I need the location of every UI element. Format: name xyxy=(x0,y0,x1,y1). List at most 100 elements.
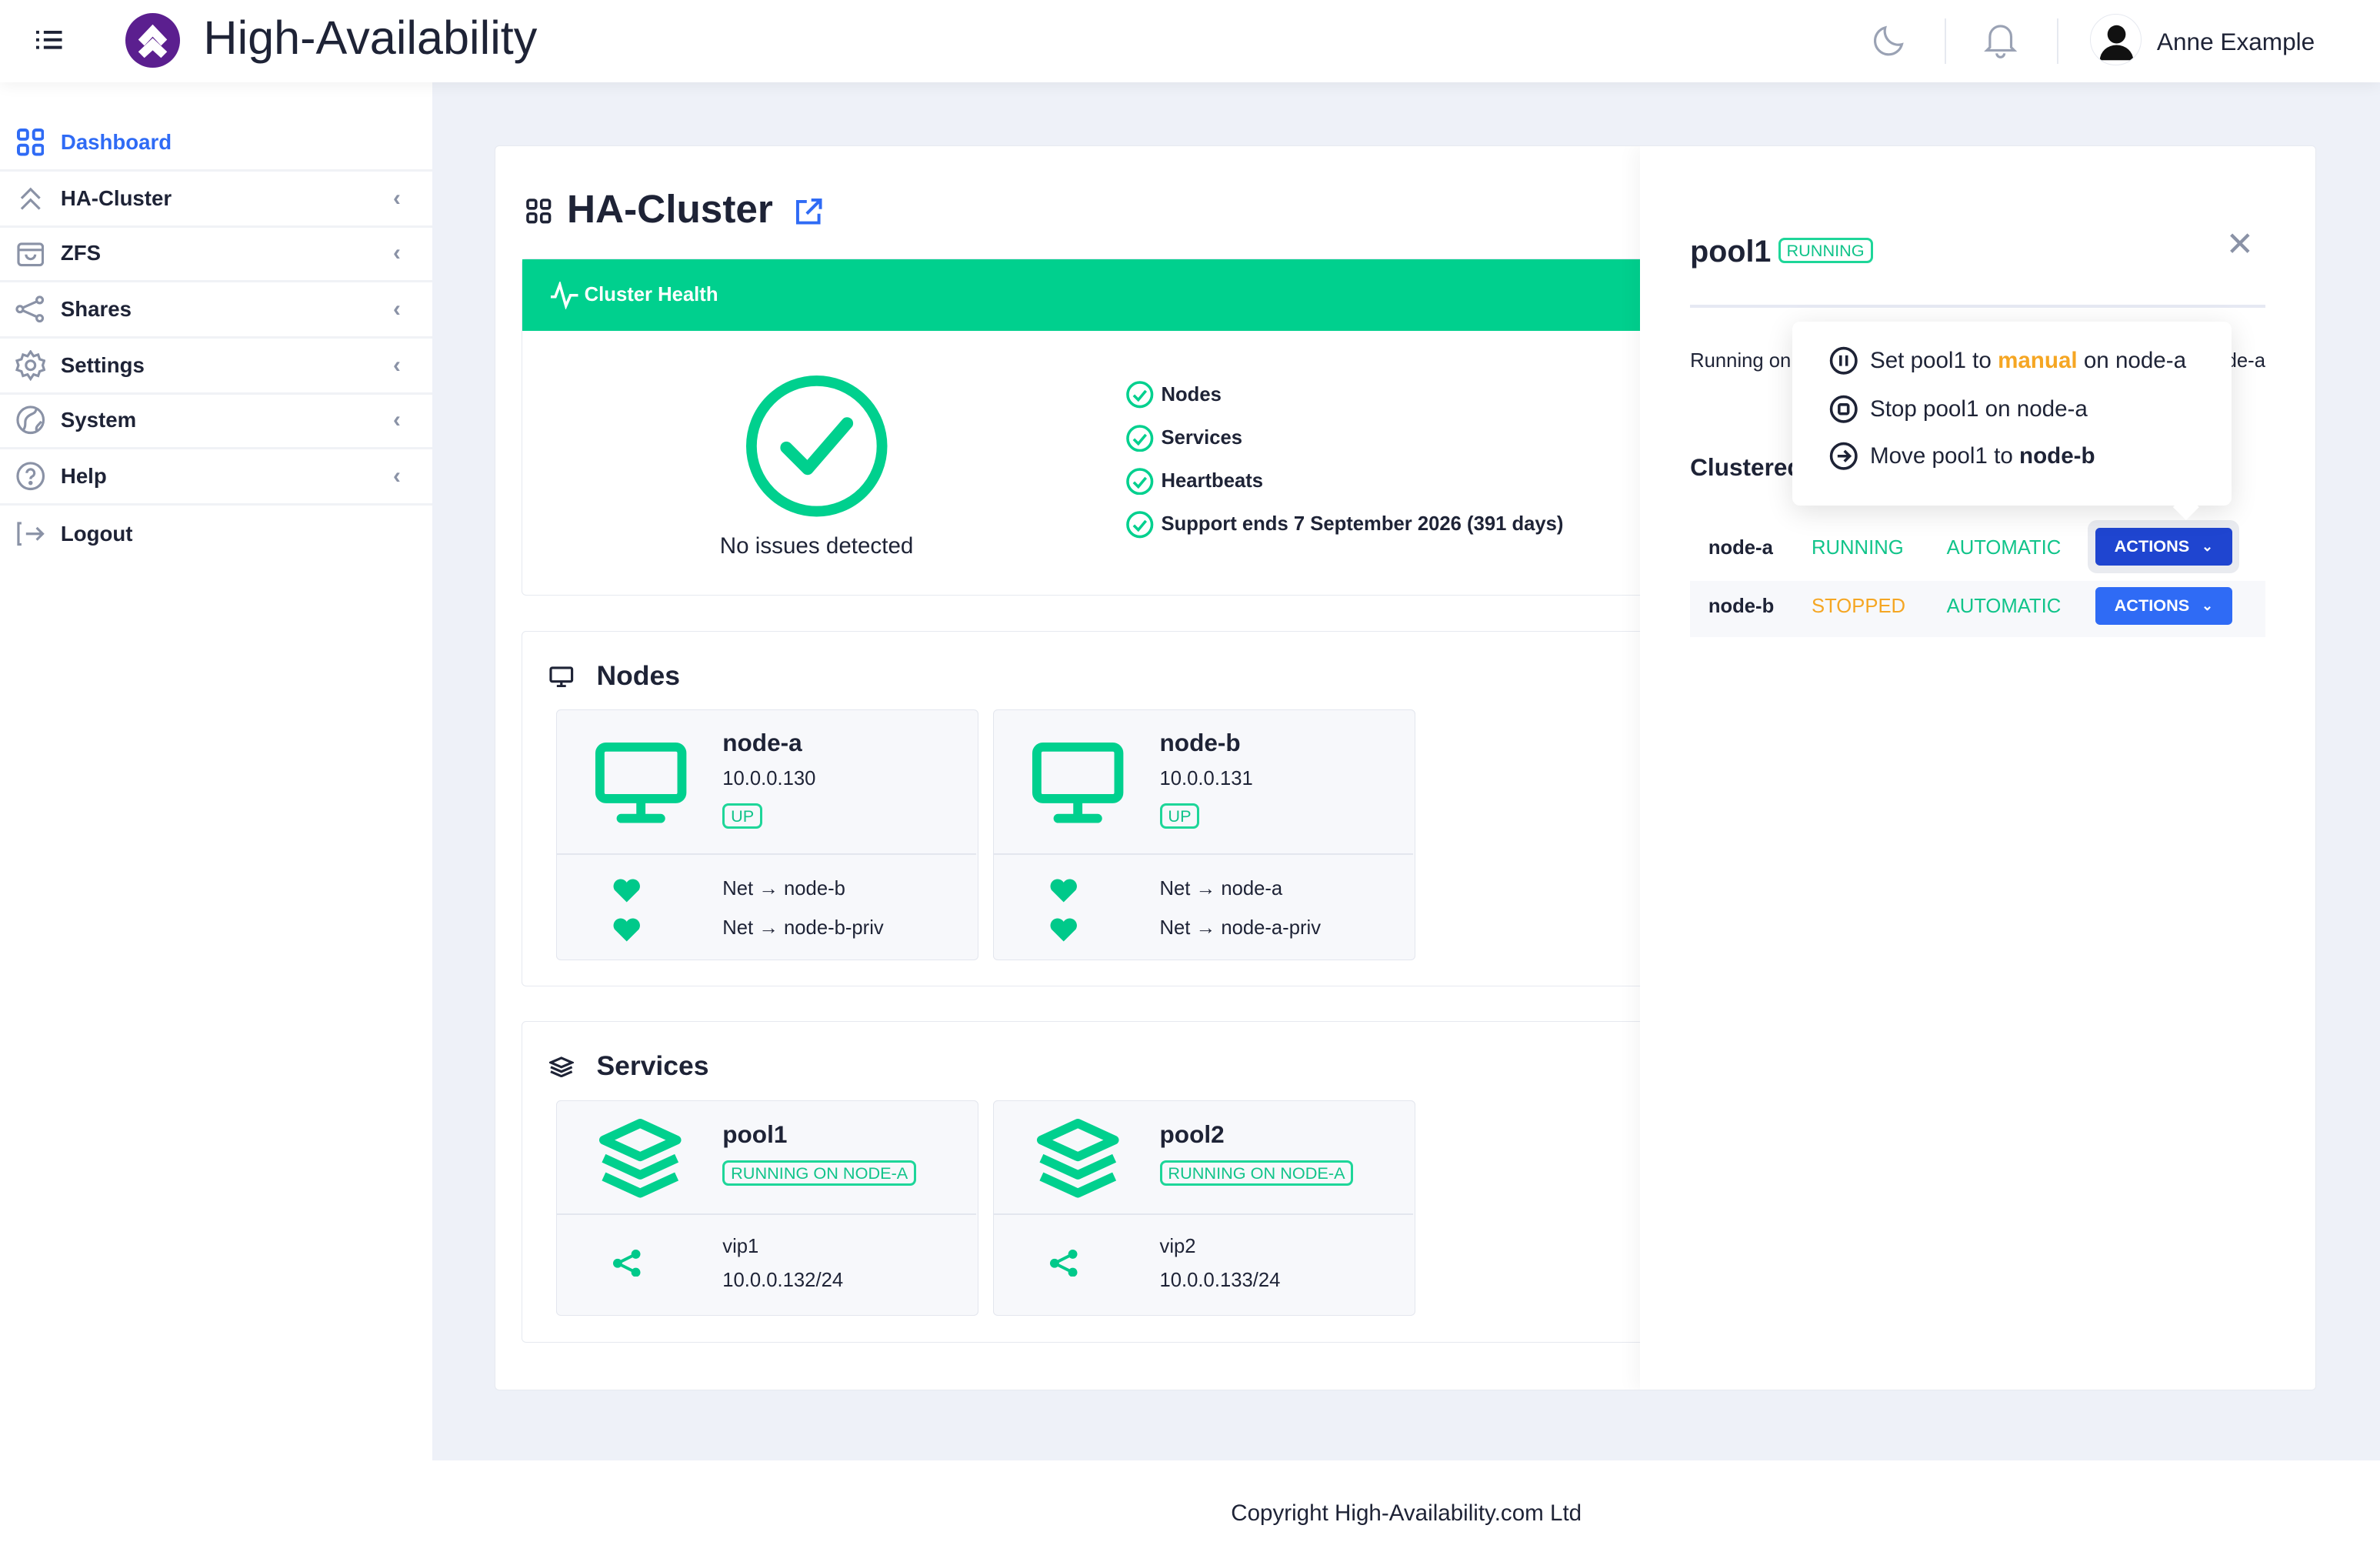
bag-icon xyxy=(15,238,45,268)
health-status-text: No issues detected xyxy=(719,532,914,559)
node-state-badge: UP xyxy=(722,803,763,829)
menu-item-set-manual[interactable]: Set pool1 to manual on node-a xyxy=(1829,346,2186,375)
row-mode: AUTOMATIC xyxy=(1946,596,2062,618)
chevron-left-icon: ‹ xyxy=(393,462,401,489)
node-card[interactable]: node-b 10.0.0.131 UP Net → node-a Net → n… xyxy=(993,709,1415,961)
footer: Copyright High-Availability.com Ltd xyxy=(432,1460,2380,1562)
gear-icon xyxy=(15,350,46,381)
monitor-icon xyxy=(594,741,688,832)
service-name: pool1 xyxy=(722,1120,788,1149)
sidebar-item-label: Dashboard xyxy=(60,129,172,154)
dark-mode-moon-icon[interactable] xyxy=(1872,22,1908,64)
share-icon xyxy=(15,294,45,324)
chevron-left-icon: ‹ xyxy=(393,239,401,265)
stop-circle-icon xyxy=(1829,395,1858,423)
brand-logo[interactable] xyxy=(125,12,181,75)
nodes-title: Nodes xyxy=(596,660,680,692)
menu-item-move[interactable]: Move pool1 to node-b xyxy=(1829,442,2095,470)
health-check-item: Support ends 7 September 2026 (391 days) xyxy=(1126,511,1563,539)
health-check-item: Heartbeats xyxy=(1126,467,1263,496)
divider xyxy=(2056,18,2058,64)
row-node: node-a xyxy=(1708,536,1773,559)
heartbeat-heart-icon xyxy=(1048,876,1078,910)
clustered-heading: Clustered xyxy=(1690,453,1802,481)
external-link-icon[interactable] xyxy=(795,197,823,232)
success-check-icon xyxy=(745,375,888,523)
sidebar-item-help[interactable]: Help ‹ xyxy=(0,449,433,506)
sidebar-item-label: Help xyxy=(60,464,107,489)
sidebar-item-settings[interactable]: Settings ‹ xyxy=(0,339,433,396)
copyright: Copyright High-Availability.com Ltd xyxy=(1231,1500,1582,1526)
sidebar-item-shares[interactable]: Shares ‹ xyxy=(0,282,433,339)
menu-item-stop[interactable]: Stop pool1 on node-a xyxy=(1829,395,2088,423)
layers-icon xyxy=(1035,1117,1120,1206)
menu-text: Stop pool1 on node-a xyxy=(1869,396,2088,422)
running-on-text: Running on xyxy=(1690,349,1792,372)
menu-text: on node-a xyxy=(2083,347,2187,373)
service-state-badge: RUNNING ON NODE-A xyxy=(1159,1160,1354,1187)
service-card[interactable]: pool1 RUNNING ON NODE-A vip1 10.0.0.132/… xyxy=(556,1100,978,1316)
share-icon xyxy=(1048,1249,1078,1283)
heartbeat-link: Net → node-b xyxy=(722,877,845,899)
divider xyxy=(994,1213,1414,1215)
heartbeat-link: Net → node-b-priv xyxy=(722,916,884,939)
heartbeat-heart-icon xyxy=(612,876,642,910)
chevron-down-icon: ⌄ xyxy=(2202,597,2213,613)
cluster-health-title: Cluster Health xyxy=(584,284,718,306)
service-state-badge: RUNNING ON NODE-A xyxy=(722,1160,917,1187)
sidebar-item-dashboard[interactable]: Dashboard xyxy=(0,115,433,172)
row-node: node-b xyxy=(1708,596,1775,618)
menu-target: node-b xyxy=(2019,442,2095,469)
pause-circle-icon xyxy=(1829,346,1858,375)
button-label: ACTIONS xyxy=(2114,536,2190,556)
monitor-icon xyxy=(549,665,574,693)
cluster-health-header: Cluster Health xyxy=(522,259,1676,332)
row-status: RUNNING xyxy=(1812,536,1904,559)
grid-icon xyxy=(15,127,45,157)
chevron-left-icon: ‹ xyxy=(393,406,401,432)
sidebar-item-ha-cluster[interactable]: HA-Cluster ‹ xyxy=(0,172,433,228)
check-circle-icon xyxy=(1126,381,1154,409)
monitor-icon xyxy=(1031,741,1125,832)
service-card[interactable]: pool2 RUNNING ON NODE-A vip2 10.0.0.133/… xyxy=(993,1100,1415,1316)
actions-dropdown-button[interactable]: ACTIONS ⌄ xyxy=(2095,527,2232,566)
sidebar-item-label: ZFS xyxy=(60,241,102,265)
row-mode: AUTOMATIC xyxy=(1946,536,2062,559)
layers-icon xyxy=(548,1055,575,1083)
logout-icon xyxy=(15,519,45,549)
close-icon[interactable]: ✕ xyxy=(2225,226,2255,264)
menu-text: Move pool1 to xyxy=(1869,442,2013,469)
activity-icon xyxy=(551,282,578,309)
sidebar-item-label: Logout xyxy=(60,521,133,546)
check-circle-icon xyxy=(1126,467,1154,496)
user-name[interactable]: Anne Example xyxy=(2156,27,2315,55)
health-check-label: Nodes xyxy=(1161,383,1222,406)
notifications-bell-icon[interactable] xyxy=(1982,20,2018,65)
service-name: pool2 xyxy=(1159,1120,1225,1149)
health-check-label: Support ends 7 September 2026 (391 days) xyxy=(1161,513,1564,536)
vip-name: vip2 xyxy=(1159,1236,1196,1258)
node-ip: 10.0.0.130 xyxy=(722,768,816,790)
layers-icon xyxy=(598,1117,682,1206)
sidebar-item-label: System xyxy=(60,408,137,432)
node-name: node-a xyxy=(722,729,802,757)
services-title: Services xyxy=(596,1050,709,1082)
sidebar-item-label: Settings xyxy=(60,353,145,378)
share-icon xyxy=(612,1249,642,1283)
grid-icon xyxy=(525,198,552,231)
health-check-item: Nodes xyxy=(1126,381,1222,409)
status-badge: RUNNING xyxy=(1778,237,1873,264)
actions-dropdown-button[interactable]: ACTIONS ⌄ xyxy=(2095,586,2232,625)
sidebar-item-system[interactable]: System ‹ xyxy=(0,393,433,450)
divider xyxy=(1690,304,2265,308)
menu-text: Set pool1 to xyxy=(1869,347,1992,373)
node-state-badge: UP xyxy=(1159,803,1200,829)
node-card[interactable]: node-a 10.0.0.130 UP Net → node-b Net → n… xyxy=(556,709,978,961)
check-circle-icon xyxy=(1126,511,1154,539)
health-check-label: Services xyxy=(1161,426,1242,449)
sidebar-item-logout[interactable]: Logout xyxy=(0,506,432,562)
user-avatar[interactable] xyxy=(2090,13,2142,65)
heartbeat-link: Net → node-a-priv xyxy=(1159,916,1322,939)
hamburger-menu-icon[interactable] xyxy=(36,28,64,58)
sidebar-item-zfs[interactable]: ZFS ‹ xyxy=(0,226,433,282)
